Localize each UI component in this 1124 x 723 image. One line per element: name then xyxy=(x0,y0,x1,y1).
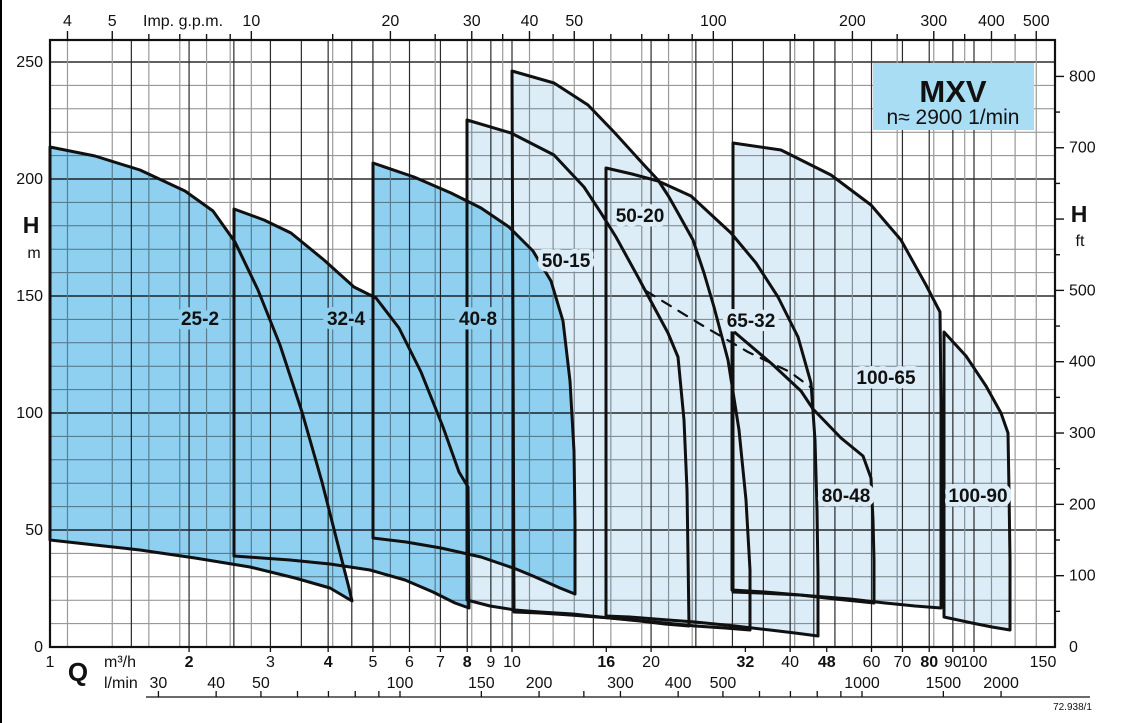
bottom-q-label: 60 xyxy=(863,654,881,671)
left-axis-title: H xyxy=(23,212,40,238)
right-tick-label: 500 xyxy=(1069,282,1096,299)
bottom-q-label: 32 xyxy=(736,654,754,671)
bottom-q-label: 5 xyxy=(368,654,377,671)
envelope-outline-40-8 xyxy=(371,161,577,596)
right-axis-title: H xyxy=(1071,201,1088,227)
top-tick-label: 500 xyxy=(1023,13,1050,30)
right-tick-label: 400 xyxy=(1069,354,1096,371)
right-axis-unit: ft xyxy=(1076,233,1085,250)
left-tick-label: 0 xyxy=(34,639,43,656)
top-tick-label: 40 xyxy=(521,13,539,30)
top-axis-title: Imp. g.p.m. xyxy=(143,13,223,30)
lmin-tick-label: 150 xyxy=(468,675,495,692)
lmin-tick-label: 500 xyxy=(710,675,737,692)
left-tick-label: 200 xyxy=(16,171,43,188)
bottom-q-label: 6 xyxy=(405,654,414,671)
top-tick-label: 5 xyxy=(108,13,117,30)
envelope-outline-50-15 xyxy=(465,118,691,628)
left-axis-unit: m xyxy=(27,245,40,262)
bottom-q-label: 90 xyxy=(944,654,962,671)
bottom-q-label: 4 xyxy=(324,654,333,671)
envelope-outline-100-90 xyxy=(942,330,1012,632)
legend-subtitle: n≈ 2900 1/min xyxy=(887,106,1020,129)
document-code: 72.938/1 xyxy=(1053,702,1092,713)
lmin-tick-label: 300 xyxy=(607,675,634,692)
bottom-q-label: 150 xyxy=(1030,654,1057,671)
bottom-q-label: 100 xyxy=(961,654,988,671)
lmin-tick-label: 200 xyxy=(526,675,553,692)
lmin-tick-label: 100 xyxy=(387,675,414,692)
bottom-q-label: 40 xyxy=(781,654,799,671)
pump-label-40-8: 40-8 xyxy=(459,309,497,330)
bottom-q-label: 20 xyxy=(642,654,660,671)
bottom-q-label: 48 xyxy=(818,654,836,671)
top-tick-label: 30 xyxy=(463,13,481,30)
bottom-q-label: 16 xyxy=(597,654,615,671)
lmin-tick-label: 1000 xyxy=(844,675,880,692)
pump-label-100-90: 100-90 xyxy=(948,486,1007,507)
top-tick-label: 10 xyxy=(242,13,260,30)
right-tick-label: 800 xyxy=(1069,68,1096,85)
envelope-fills xyxy=(50,71,1010,636)
bottom-q-label: 10 xyxy=(503,654,521,671)
left-tick-label: 150 xyxy=(16,288,43,305)
lmin-tick-label: 2000 xyxy=(983,675,1019,692)
flow-axis-unit-m3h: m³/h xyxy=(104,654,136,671)
bottom-q-label: 80 xyxy=(920,654,938,671)
bottom-q-label: 8 xyxy=(463,654,472,671)
flow-axis-title: Q xyxy=(68,657,88,687)
grid xyxy=(50,40,1055,647)
envelope-fill-25-2 xyxy=(50,147,352,601)
pump-label-32-4: 32-4 xyxy=(327,309,365,330)
top-tick-label: 300 xyxy=(920,13,947,30)
top-tick-label: 50 xyxy=(565,13,583,30)
lmin-tick-label: 50 xyxy=(252,675,270,692)
top-tick-label: 100 xyxy=(700,13,727,30)
right-tick-label: 0 xyxy=(1069,639,1078,656)
bottom-q-label: 1 xyxy=(46,654,55,671)
envelope-fill-100-90 xyxy=(944,332,1010,630)
top-tick-label: 400 xyxy=(978,13,1005,30)
envelope-outline-25-2 xyxy=(48,145,354,603)
lmin-tick-label: 40 xyxy=(207,675,225,692)
pump-label-100-65: 100-65 xyxy=(856,368,916,389)
flow-axis-unit-lmin: l/min xyxy=(104,675,138,692)
pump-label-50-15: 50-15 xyxy=(542,251,591,272)
bottom-q-label: 2 xyxy=(185,654,194,671)
legend-title: MXV xyxy=(919,74,987,109)
top-tick-label: 200 xyxy=(839,13,866,30)
top-tick-label: 20 xyxy=(382,13,400,30)
lmin-tick-label: 1500 xyxy=(926,675,962,692)
left-tick-label: 250 xyxy=(16,54,43,71)
right-tick-label: 200 xyxy=(1069,496,1096,513)
pump-label-80-48: 80-48 xyxy=(822,486,871,507)
legend-box xyxy=(873,63,1034,130)
envelope-outlines xyxy=(48,69,1012,638)
envelope-outline-65-32 xyxy=(604,166,820,638)
bottom-q-label: 9 xyxy=(486,654,495,671)
bottom-q-label: 3 xyxy=(266,654,275,671)
left-tick-label: 100 xyxy=(16,405,43,422)
top-tick-label: 4 xyxy=(63,13,72,30)
selection-divider-dashed-line xyxy=(644,289,815,391)
right-tick-label: 100 xyxy=(1069,568,1096,585)
pump-label-25-2: 25-2 xyxy=(181,309,219,330)
pump-label-65-32: 65-32 xyxy=(727,311,776,332)
right-tick-label: 300 xyxy=(1069,425,1096,442)
lmin-tick-label: 30 xyxy=(150,675,168,692)
right-tick-label: 700 xyxy=(1069,140,1096,157)
bottom-q-label: 7 xyxy=(436,654,445,671)
axes-layer: Imp. g.p.m.4 5 10 20 30 40 50 100 200 300 400 50005… xyxy=(16,13,1096,713)
lmin-tick-label: 400 xyxy=(665,675,692,692)
pump-label-50-20: 50-20 xyxy=(616,206,665,227)
bottom-q-label: 70 xyxy=(894,654,912,671)
left-tick-label: 50 xyxy=(25,522,43,539)
